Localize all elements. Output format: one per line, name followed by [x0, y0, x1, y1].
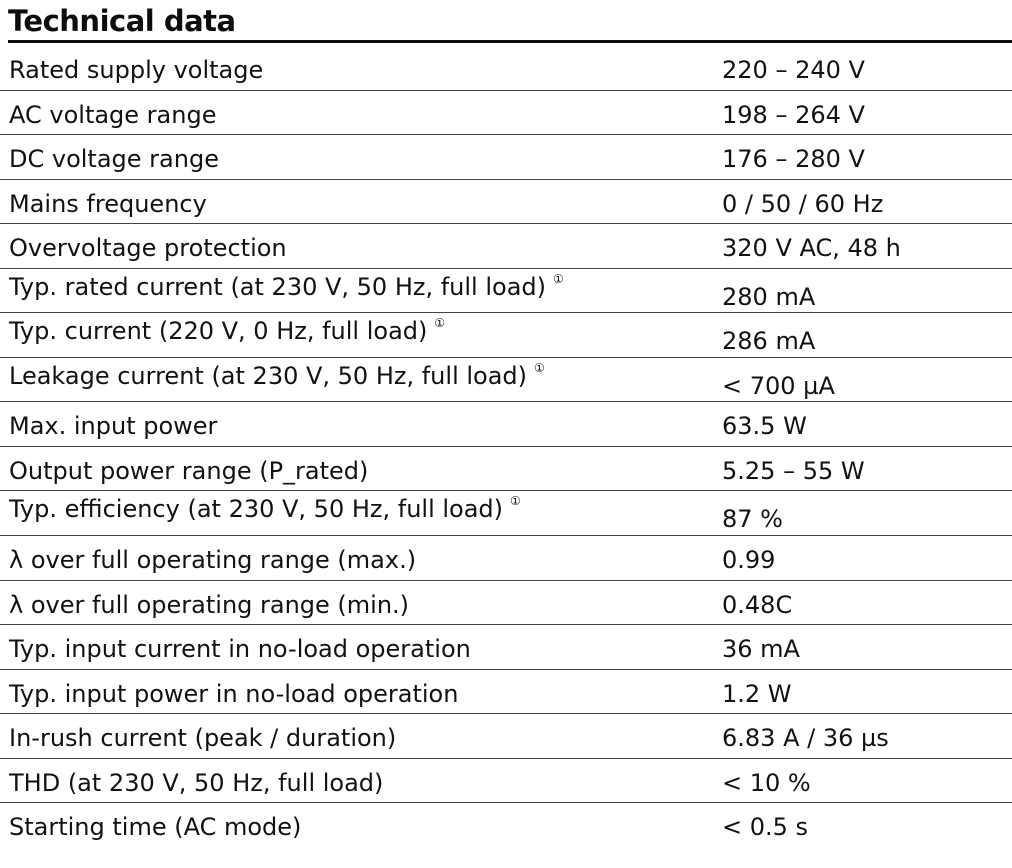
row-label: Mains frequency [9, 189, 207, 218]
row-value: 36 mA [722, 635, 800, 664]
row-value: < 0.5 s [722, 813, 809, 842]
row-value: < 10 % [722, 768, 811, 797]
row-value: 0.99 [722, 546, 776, 575]
table-row: Overvoltage protection 320 V AC, 48 h [0, 224, 1012, 269]
row-value: 0 / 50 / 60 Hz [722, 189, 884, 218]
footnote-marker: ① [434, 316, 446, 331]
table-row: λ over full operating range (max.) 0.99 [0, 536, 1012, 581]
row-label: λ over full operating range (min.) [9, 590, 410, 619]
footnote-marker: ① [553, 271, 564, 286]
table-row: Typ. rated current (at 230 V, 50 Hz, ful… [0, 269, 1012, 314]
table-row: Max. input power 63.5 W [0, 402, 1012, 447]
row-value: 198 – 264 V [722, 100, 865, 129]
row-label: Starting time (AC mode) [9, 813, 302, 842]
row-value: 0.48C [722, 590, 793, 619]
table-row: Typ. efficiency (at 230 V, 50 Hz, full l… [0, 491, 1012, 537]
footnote-marker: ① [510, 494, 521, 509]
row-label: DC voltage range [9, 145, 219, 174]
row-label: Rated supply voltage [9, 56, 264, 84]
table-row: Starting time (AC mode) < 0.5 s [0, 803, 1012, 848]
table-row: Typ. input current in no-load operation … [0, 625, 1012, 670]
row-label: Output power range (P_rated) [9, 456, 369, 485]
table-row: AC voltage range 198 – 264 V [0, 91, 1012, 136]
row-value: 220 – 240 V [722, 56, 865, 84]
row-label: Leakage current (at 230 V, 50 Hz, full l… [9, 360, 545, 390]
row-label: Typ. input power in no-load operation [9, 679, 459, 708]
row-value: 280 mA [722, 282, 816, 311]
row-label: AC voltage range [9, 100, 217, 129]
section-heading: Technical data [8, 4, 236, 38]
table-row: Leakage current (at 230 V, 50 Hz, full l… [0, 358, 1012, 403]
table-row: DC voltage range 176 – 280 V [0, 135, 1012, 180]
table-row: Mains frequency 0 / 50 / 60 Hz [0, 180, 1012, 225]
row-value: 63.5 W [722, 412, 807, 441]
table-row: Output power range (P_rated) 5.25 – 55 W [0, 447, 1012, 492]
table-row: λ over full operating range (min.) 0.48C [0, 581, 1012, 626]
row-value: 6.83 A / 36 µs [722, 724, 889, 753]
table-row: THD (at 230 V, 50 Hz, full load) < 10 % [0, 759, 1012, 804]
row-label: λ over full operating range (max.) [9, 546, 417, 575]
row-value: < 700 µA [722, 371, 835, 400]
row-value: 176 – 280 V [722, 145, 865, 174]
row-label: THD (at 230 V, 50 Hz, full load) [9, 768, 384, 797]
row-label: Max. input power [9, 412, 218, 441]
row-value: 87 % [722, 505, 783, 534]
row-label: Typ. efficiency (at 230 V, 50 Hz, full l… [9, 494, 521, 524]
technical-data-table: Rated supply voltage 220 – 240 V AC volt… [0, 46, 1012, 848]
table-row: Rated supply voltage 220 – 240 V [0, 46, 1012, 91]
table-row: Typ. input power in no-load operation 1.… [0, 670, 1012, 715]
row-value: 320 V AC, 48 h [722, 234, 901, 263]
row-value: 5.25 – 55 W [722, 456, 865, 485]
footnote-marker: ① [534, 360, 545, 375]
row-label: In-rush current (peak / duration) [9, 724, 397, 753]
table-row: Typ. current (220 V, 0 Hz, full load) ① 2… [0, 313, 1012, 358]
row-value: 1.2 W [722, 679, 792, 708]
row-label: Typ. input current in no-load operation [9, 635, 471, 664]
table-row: In-rush current (peak / duration) 6.83 A… [0, 714, 1012, 759]
row-label: Typ. rated current (at 230 V, 50 Hz, ful… [9, 271, 564, 301]
row-label: Typ. current (220 V, 0 Hz, full load) ① [9, 316, 446, 346]
heading-rule [8, 40, 1012, 43]
row-label: Overvoltage protection [9, 234, 287, 263]
row-value: 286 mA [722, 327, 816, 356]
